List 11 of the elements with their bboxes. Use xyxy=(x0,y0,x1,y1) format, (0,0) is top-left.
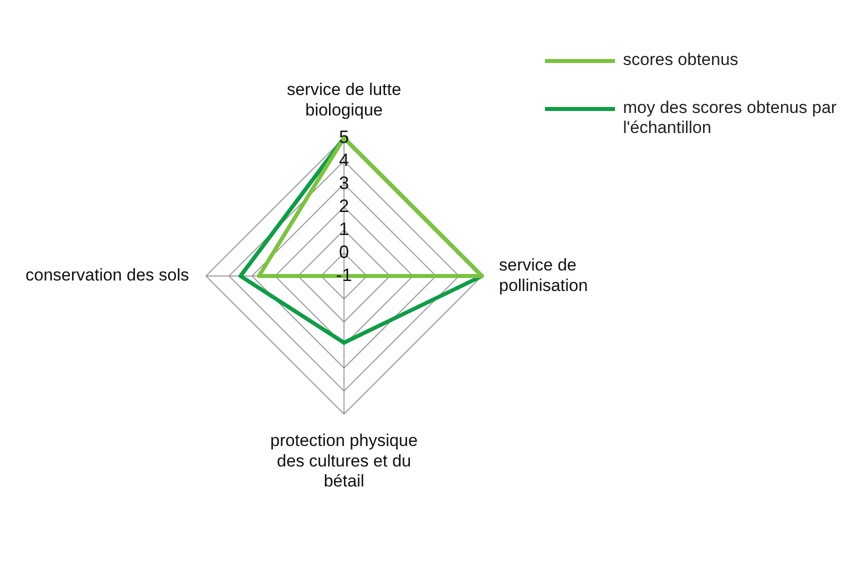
spoke-label: conservation des sols xyxy=(26,266,189,285)
spoke-label: service de lutte biologique xyxy=(286,80,402,120)
y-tick-label: 2 xyxy=(338,196,350,216)
y-tick-label: 1 xyxy=(338,218,350,239)
spoke-label: service de pollinisation xyxy=(499,255,588,295)
spoke-label: protection physique des cultures et du bétail xyxy=(270,430,418,491)
legend-label: scores obtenus xyxy=(623,50,738,70)
y-tick-label: 4 xyxy=(338,150,350,170)
y-tick-label: 3 xyxy=(338,172,350,193)
legend-label: moy des scores obtenus par l'échantillon xyxy=(623,98,838,138)
y-tick-label: 0 xyxy=(338,242,350,262)
